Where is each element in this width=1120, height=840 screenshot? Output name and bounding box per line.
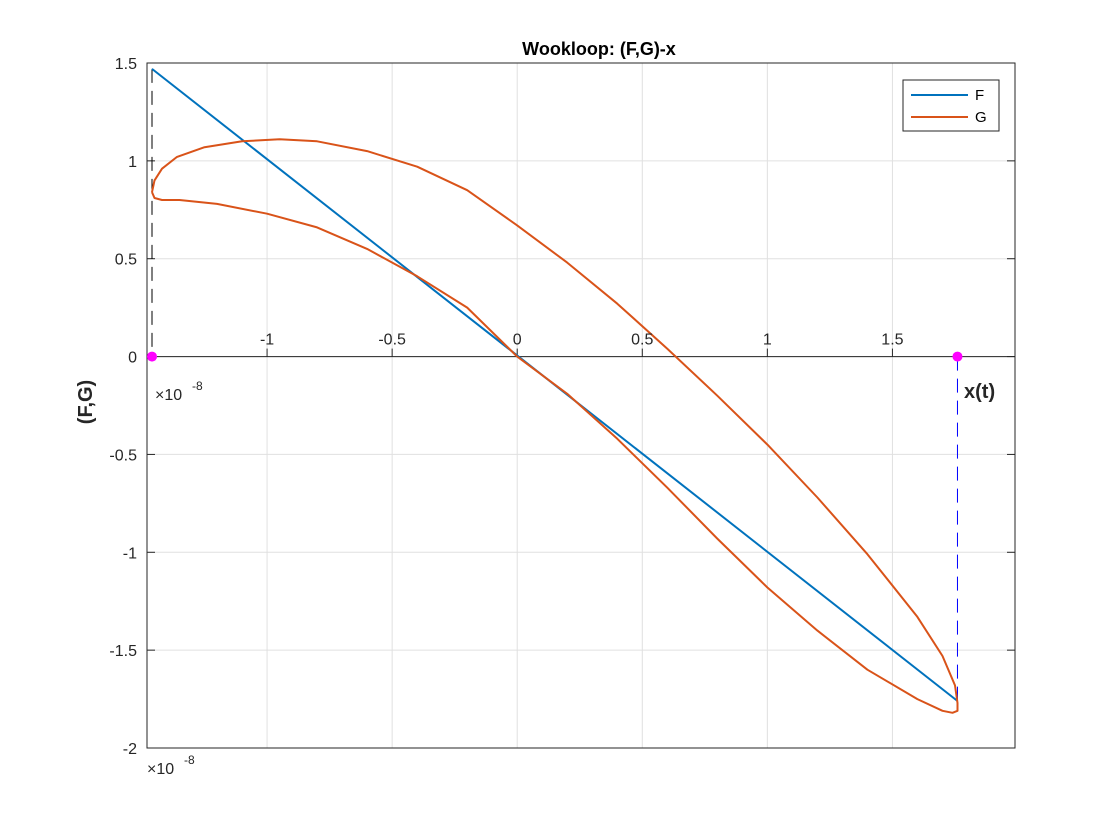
series-line-g <box>151 138 959 714</box>
x-exponent-base-bottom: ×10 <box>147 761 174 778</box>
x-tick-label: 0.5 <box>631 332 653 349</box>
axes <box>146 62 1016 749</box>
legend-label-f: F <box>975 87 984 104</box>
legend-box <box>902 79 1000 132</box>
legend: F G <box>902 79 1000 132</box>
series-lines <box>151 68 959 714</box>
y-tick-label: -0.5 <box>109 447 137 464</box>
x-exponent-power: -8 <box>192 379 203 393</box>
x-tick-label: 1 <box>763 332 772 349</box>
endpoint-marker <box>952 351 963 362</box>
y-tick-label: -2 <box>123 741 137 758</box>
plot-frame <box>146 62 1016 749</box>
tick-labels: -1 -0.5 0 0.5 1 1.5 -2 -1.5 -1 -0.5 0 0.5 1 1.5 <box>109 56 903 758</box>
y-tick-label: 0 <box>128 350 137 367</box>
x-exponent-bottom: ×10 -8 <box>147 753 195 778</box>
legend-label-g: G <box>975 109 987 126</box>
y-tick-label: 1 <box>128 154 137 171</box>
y-tick-label: 1.5 <box>115 56 137 73</box>
x-exponent-near-axis: ×10 -8 <box>155 379 203 404</box>
x-tick-label: 1.5 <box>881 332 903 349</box>
x-exponent-power-bottom: -8 <box>184 753 195 767</box>
y-tick-label: -1 <box>123 545 137 562</box>
chart-title: Wookloop: (F,G)-x <box>522 39 676 59</box>
x-tick-label: 0 <box>513 332 522 349</box>
guide-lines <box>151 68 958 702</box>
x-axis-label: x(t) <box>964 381 995 403</box>
y-tick-label: 0.5 <box>115 252 137 269</box>
y-tick-label: -1.5 <box>109 643 137 660</box>
x-tick-label: -0.5 <box>378 332 406 349</box>
markers <box>147 351 963 362</box>
endpoint-marker <box>147 351 158 362</box>
x-exponent-base: ×10 <box>155 387 182 404</box>
x-tick-label: -1 <box>260 332 274 349</box>
y-axis-label: (F,G) <box>75 380 97 424</box>
